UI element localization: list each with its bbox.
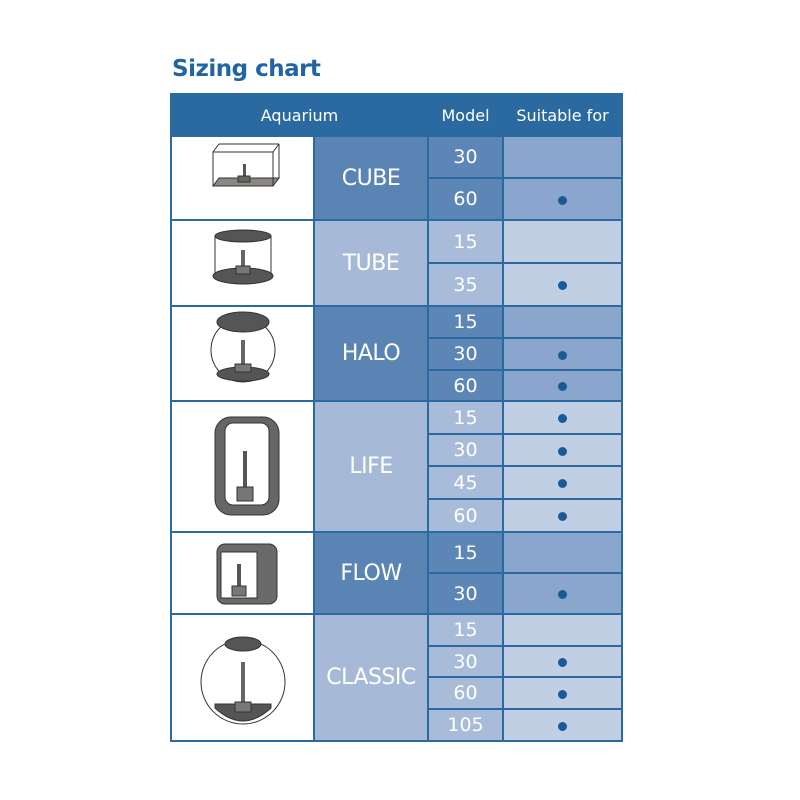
suitable-cell (502, 177, 624, 221)
suitable-cell (502, 645, 624, 678)
model-size: 105 (427, 708, 505, 742)
classic-aquarium-icon (200, 636, 285, 725)
suitable-dot-icon (558, 512, 568, 521)
model-size: 30 (427, 433, 505, 467)
header-aquarium: Aquarium (169, 93, 430, 137)
suitable-cell (502, 498, 624, 533)
halo-aquarium-icon (210, 311, 275, 383)
table-row: CLASSIC 15 (170, 613, 624, 742)
model-size: 35 (427, 262, 505, 307)
aquarium-name: HALO (312, 305, 430, 402)
table-row: FLOW 15 (170, 531, 624, 615)
model-size: 45 (427, 465, 505, 500)
table-row: HALO 15 (170, 305, 624, 402)
table-row: TUBE 15 (170, 219, 624, 307)
suitable-dot-icon (558, 350, 568, 360)
suitable-dot-icon (558, 658, 568, 667)
table-row: 45 (171, 465, 624, 500)
suitable-cell (502, 400, 624, 435)
model-size: 60 (427, 177, 505, 221)
aquarium-image-cell (170, 613, 315, 742)
table-row: 60 (171, 498, 624, 533)
aquarium-name: TUBE (312, 219, 430, 307)
suitable-dot-icon (558, 689, 568, 699)
suitable-dot-icon (558, 281, 568, 290)
table-row: CUBE 30 (170, 135, 624, 221)
suitable-cell (502, 369, 624, 402)
suitable-cell (502, 465, 624, 500)
suitable-dot-icon (558, 479, 568, 488)
model-size: 60 (427, 498, 505, 533)
aquarium-name: FLOW (312, 531, 430, 615)
model-size: 60 (427, 369, 505, 402)
header-suitable: Suitable for (502, 93, 624, 137)
table-row: 60 (171, 676, 624, 710)
model-size: 15 (427, 531, 505, 574)
suitable-cell (502, 531, 624, 574)
model-size: 30 (427, 645, 505, 678)
suitable-dot-icon (558, 446, 568, 456)
table-row: 30 (171, 337, 624, 371)
suitable-dot-icon (558, 721, 568, 731)
suitable-cell (502, 676, 624, 710)
model-size: 15 (427, 400, 505, 435)
suitable-cell (502, 337, 624, 371)
suitable-cell (502, 219, 624, 264)
table-row: 30 (171, 645, 624, 678)
suitable-cell (502, 433, 624, 467)
aquarium-image-cell (170, 219, 315, 307)
suitable-dot-icon (558, 382, 568, 391)
cube-aquarium-icon (211, 143, 280, 187)
suitable-cell (502, 708, 624, 742)
aquarium-name: CLASSIC (312, 613, 430, 742)
model-size: 30 (427, 135, 505, 179)
aquarium-name: CUBE (312, 135, 430, 221)
suitable-cell (502, 613, 624, 647)
suitable-cell (502, 135, 624, 179)
tube-aquarium-icon (212, 229, 273, 285)
aquarium-name: LIFE (312, 400, 430, 533)
table-row: 30 (171, 572, 624, 615)
suitable-cell (502, 305, 624, 339)
aquarium-image-cell (170, 400, 315, 533)
life-aquarium-icon (214, 416, 279, 516)
suitable-cell (502, 262, 624, 307)
header-model: Model (427, 93, 505, 137)
table-row: 35 (171, 262, 624, 307)
model-size: 30 (427, 337, 505, 371)
header-row: Aquarium Model Suitable for (169, 93, 624, 137)
suitable-dot-icon (558, 414, 568, 423)
aquarium-image-cell (170, 305, 315, 402)
table-row: 60 (171, 177, 624, 221)
table-row: LIFE 15 (170, 400, 624, 533)
sizing-table: Aquarium Model Suitable for CUBE 30 60 TUBE… (169, 93, 624, 742)
model-size: 15 (427, 219, 505, 264)
suitable-cell (502, 572, 624, 615)
flow-aquarium-icon (216, 543, 277, 605)
aquarium-image-cell (170, 531, 315, 615)
model-size: 30 (427, 572, 505, 615)
suitable-dot-icon (558, 590, 568, 599)
table-row: 60 (171, 369, 624, 402)
table-row: 30 (171, 433, 624, 467)
model-size: 60 (427, 676, 505, 710)
suitable-dot-icon (558, 195, 568, 205)
model-size: 15 (427, 305, 505, 339)
table-row: 105 (171, 708, 624, 742)
aquarium-image-cell (170, 135, 315, 221)
model-size: 15 (427, 613, 505, 647)
page-title: Sizing chart (172, 56, 321, 82)
